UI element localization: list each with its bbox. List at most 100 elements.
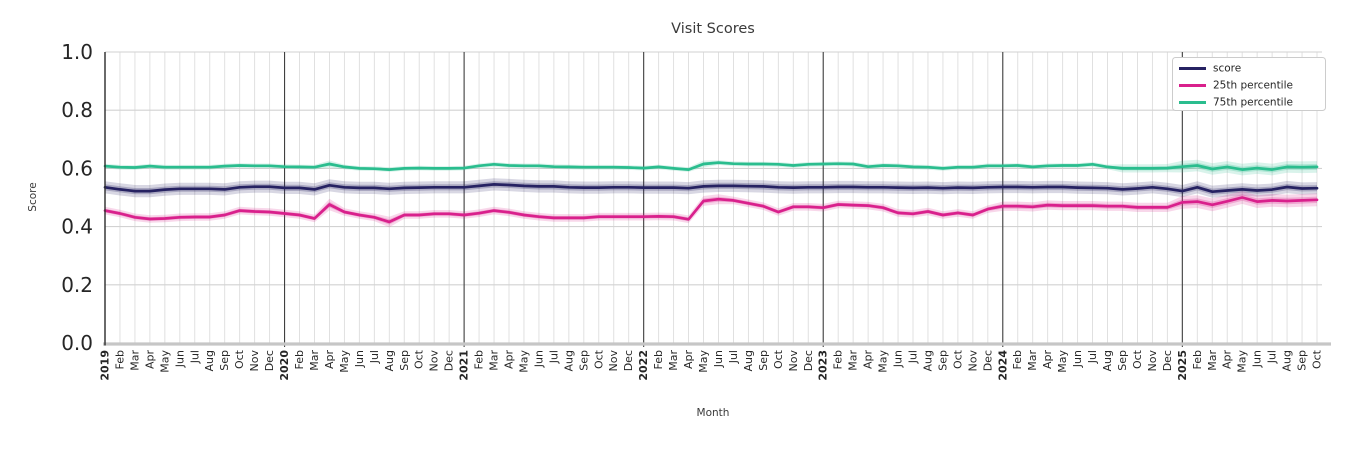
legend-label-75th-percentile: 75th percentile [1213, 97, 1293, 109]
x-tick-label: Jun [353, 350, 366, 368]
x-tick-label: Feb [832, 350, 845, 369]
x-tick-label-year: 2023 [817, 350, 830, 381]
y-tick-label: 0.2 [61, 273, 93, 297]
x-tick-label: Oct [1311, 349, 1324, 369]
legend: score 25th percentile 75th percentile [1172, 57, 1326, 111]
x-tick-label: May [158, 350, 171, 373]
x-axis-label: Month [697, 407, 730, 419]
x-tick-label: Aug [1101, 350, 1114, 371]
x-tick-label: Jul [188, 350, 201, 364]
band-outer-75th-percentile [105, 159, 1317, 176]
x-tick-label: Apr [1221, 350, 1234, 370]
x-tick-label: Jun [532, 350, 545, 368]
x-tick-label: Sep [577, 350, 590, 371]
x-tick-label: Feb [473, 350, 486, 369]
x-tick-label: Aug [562, 350, 575, 371]
x-tick-label: Mar [488, 350, 501, 371]
x-tick-label: Feb [1011, 350, 1024, 369]
x-tick-label: Dec [263, 350, 276, 371]
band-outer-25th-percentile [105, 191, 1317, 228]
x-tick-label: Mar [128, 350, 141, 371]
x-tick-label: Jul [1086, 350, 1099, 364]
x-tick-label: Oct [233, 349, 246, 369]
x-tick-label: Dec [1161, 350, 1174, 371]
line-score [103, 183, 1319, 194]
x-tick-label: Jun [1071, 350, 1084, 368]
x-tick-label: Dec [981, 350, 994, 371]
x-tick-label: Jun [892, 350, 905, 368]
x-tick-label: Sep [757, 350, 770, 371]
x-tick-label: Mar [667, 350, 680, 371]
x-tick-label: Apr [862, 350, 875, 370]
x-tick-label: Aug [383, 350, 396, 371]
x-tick-label: May [697, 350, 710, 373]
x-tick-label: Jul [727, 350, 740, 364]
x-tick-label: Oct [772, 349, 785, 369]
x-tick-label: Sep [936, 350, 949, 371]
x-tick-label: Aug [203, 350, 216, 371]
x-tick-label: Feb [652, 350, 665, 369]
x-tick-label-year: 2019 [99, 350, 112, 381]
x-tick-label: Aug [921, 350, 934, 371]
x-tick-label: Feb [293, 350, 306, 369]
x-tick-label: May [1236, 350, 1249, 373]
x-tick-label: Apr [682, 350, 695, 370]
x-tick-label: Sep [398, 350, 411, 371]
x-tick-label: Sep [218, 350, 231, 371]
x-tick-label: Dec [443, 350, 456, 371]
x-tick-label: May [338, 350, 351, 373]
x-tick-label: Mar [1206, 350, 1219, 371]
x-axis-tick-labels: 2019 Feb Mar Apr May Jun Jul Aug Sep Oct Nov Dec 202… [99, 349, 1324, 380]
x-tick-label-year: 2022 [637, 350, 650, 381]
year-boundary-lines [284, 52, 1183, 347]
x-tick-label: Apr [1041, 350, 1054, 370]
x-tick-label: Feb [113, 350, 126, 369]
x-tick-label: Aug [742, 350, 755, 371]
x-tick-label: Oct [951, 349, 964, 369]
y-axis-label: Score [27, 182, 39, 211]
x-tick-label: Sep [1296, 350, 1309, 371]
x-tick-label-year: 2021 [458, 350, 471, 381]
y-tick-label: 1.0 [61, 40, 93, 64]
x-tick-label: Nov [787, 350, 800, 372]
x-tick-label: May [517, 350, 530, 373]
x-tick-label: Apr [143, 350, 156, 370]
y-tick-label: 0.6 [61, 156, 93, 180]
y-tick-label: 0.0 [61, 331, 93, 355]
chart-title: Visit Scores [671, 21, 755, 37]
y-tick-label: 0.4 [61, 215, 93, 239]
x-tick-label: Nov [607, 350, 620, 372]
band-outer-score [105, 178, 1317, 198]
legend-label-25th-percentile: 25th percentile [1213, 80, 1293, 92]
x-tick-label-year: 2020 [278, 350, 291, 381]
line-75th-percentile [103, 161, 1319, 171]
x-tick-label-year: 2024 [996, 350, 1009, 381]
x-tick-label: Nov [966, 350, 979, 372]
y-axis-tick-labels: 0.0 0.2 0.4 0.6 0.8 1.0 [61, 40, 93, 355]
x-tick-label: Oct [413, 349, 426, 369]
x-tick-label: Nov [1146, 350, 1159, 372]
x-tick-label: Sep [1116, 350, 1129, 371]
x-tick-label: Mar [308, 350, 321, 371]
x-tick-label: Jul [547, 350, 560, 364]
legend-box [1172, 57, 1326, 111]
x-tick-label: Dec [802, 350, 815, 371]
data-lines [103, 161, 1319, 224]
x-tick-label: Jul [368, 350, 381, 364]
legend-label-score: score [1213, 63, 1241, 75]
x-tick-label: Jun [173, 350, 186, 368]
y-tick-label: 0.8 [61, 98, 93, 122]
x-tick-label: Nov [248, 350, 261, 372]
x-tick-label: Jun [712, 350, 725, 368]
x-tick-label-year: 2025 [1176, 350, 1189, 381]
x-tick-label: Jul [907, 350, 920, 364]
x-tick-label: Mar [847, 350, 860, 371]
axes-spines [103, 52, 1331, 346]
x-tick-label: Jul [1266, 350, 1279, 364]
x-tick-label: Aug [1281, 350, 1294, 371]
x-tick-label: Mar [1026, 350, 1039, 371]
x-tick-label: Nov [428, 350, 441, 372]
x-tick-label: Oct [1131, 349, 1144, 369]
line-25th-percentile [103, 196, 1319, 224]
